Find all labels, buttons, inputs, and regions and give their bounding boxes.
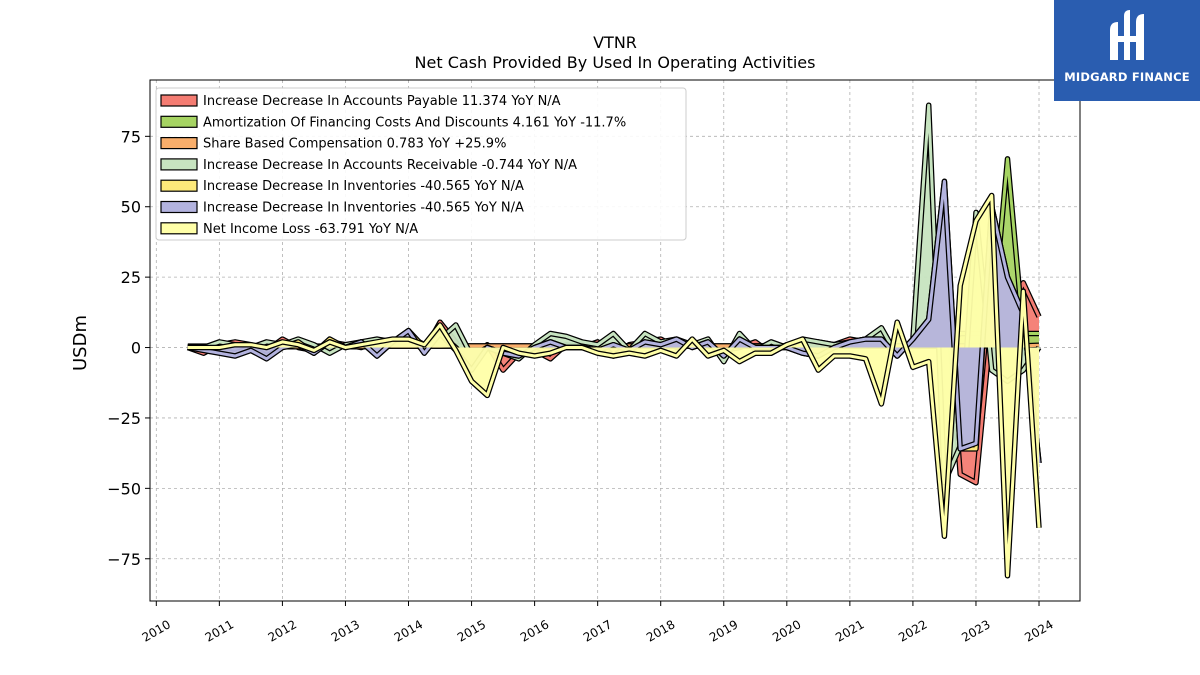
legend-swatch: [160, 115, 198, 128]
x-tick-label: 2023: [959, 617, 992, 644]
y-axis-label: USDm: [70, 315, 91, 371]
x-tick-label: 2024: [1022, 617, 1055, 644]
chart-subtitle: Net Cash Provided By Used In Operating A…: [415, 53, 816, 72]
legend-entry: Increase Decrease In Inventories -40.565…: [203, 201, 524, 216]
legend: Increase Decrease In Accounts Payable 11…: [155, 87, 687, 241]
brand-logo-icon: [1110, 10, 1144, 60]
x-tick-label: 2010: [140, 617, 173, 644]
plot-area: [186, 102, 1042, 579]
y-tick-label: −25: [107, 409, 141, 428]
x-tick-label: 2016: [518, 617, 551, 644]
y-tick-label: 25: [121, 268, 141, 287]
legend-entry: Increase Decrease In Accounts Payable 11…: [203, 94, 561, 109]
y-tick-label: −50: [107, 479, 141, 498]
legend-entry: Net Income Loss -63.791 YoY N/A: [203, 222, 418, 237]
y-tick-label: 50: [121, 198, 141, 217]
legend-swatch: [160, 222, 198, 235]
x-tick-label: 2012: [266, 617, 299, 644]
y-tick-label: −75: [107, 550, 141, 569]
legend-swatch: [160, 179, 198, 192]
x-tick-label: 2017: [581, 617, 614, 644]
brand-name: MIDGARD FINANCE: [1064, 70, 1190, 84]
legend-entry: Increase Decrease In Accounts Receivable…: [203, 158, 577, 173]
series-area: [187, 105, 1040, 483]
x-tick-label: 2022: [896, 617, 929, 644]
series-line-outline: [186, 260, 1042, 486]
y-tick-label: 75: [121, 127, 141, 146]
x-tick-label: 2014: [392, 617, 425, 644]
x-tick-label: 2019: [707, 617, 740, 644]
legend-swatch: [160, 137, 198, 150]
series-line: [187, 194, 1041, 578]
x-tick-label: 2018: [644, 617, 677, 644]
chart-title: VTNR: [593, 33, 637, 52]
legend-entry: Amortization Of Financing Costs And Disc…: [203, 115, 626, 130]
x-tick-label: 2020: [770, 617, 803, 644]
legend-entry: Share Based Compensation 0.783 YoY +25.9…: [203, 137, 506, 152]
brand-logo: MIDGARD FINANCE: [1054, 0, 1200, 101]
x-axis: 2010 2011 2012 2013 2014 2015 2016 2017 2018 2019…: [140, 601, 1056, 645]
plot-frame: [149, 79, 1081, 602]
legend-swatch: [160, 158, 198, 171]
x-tick-label: 2015: [455, 617, 488, 644]
y-axis: −75 −50 −25 0 25 50 75: [107, 127, 150, 569]
legend-entry: Increase Decrease In Inventories -40.565…: [203, 179, 524, 194]
legend-swatch: [160, 200, 198, 214]
series-line-outline: [187, 192, 1042, 579]
series-line: [187, 261, 1041, 485]
x-tick-label: 2021: [833, 617, 866, 644]
legend-box: [155, 87, 687, 241]
x-tick-label: 2011: [203, 617, 236, 644]
series-area: [187, 263, 1040, 483]
legend-swatch: [160, 94, 198, 107]
series-area: [187, 195, 1040, 576]
x-tick-label: 2013: [329, 617, 362, 644]
y-tick-label: 0: [131, 339, 141, 358]
